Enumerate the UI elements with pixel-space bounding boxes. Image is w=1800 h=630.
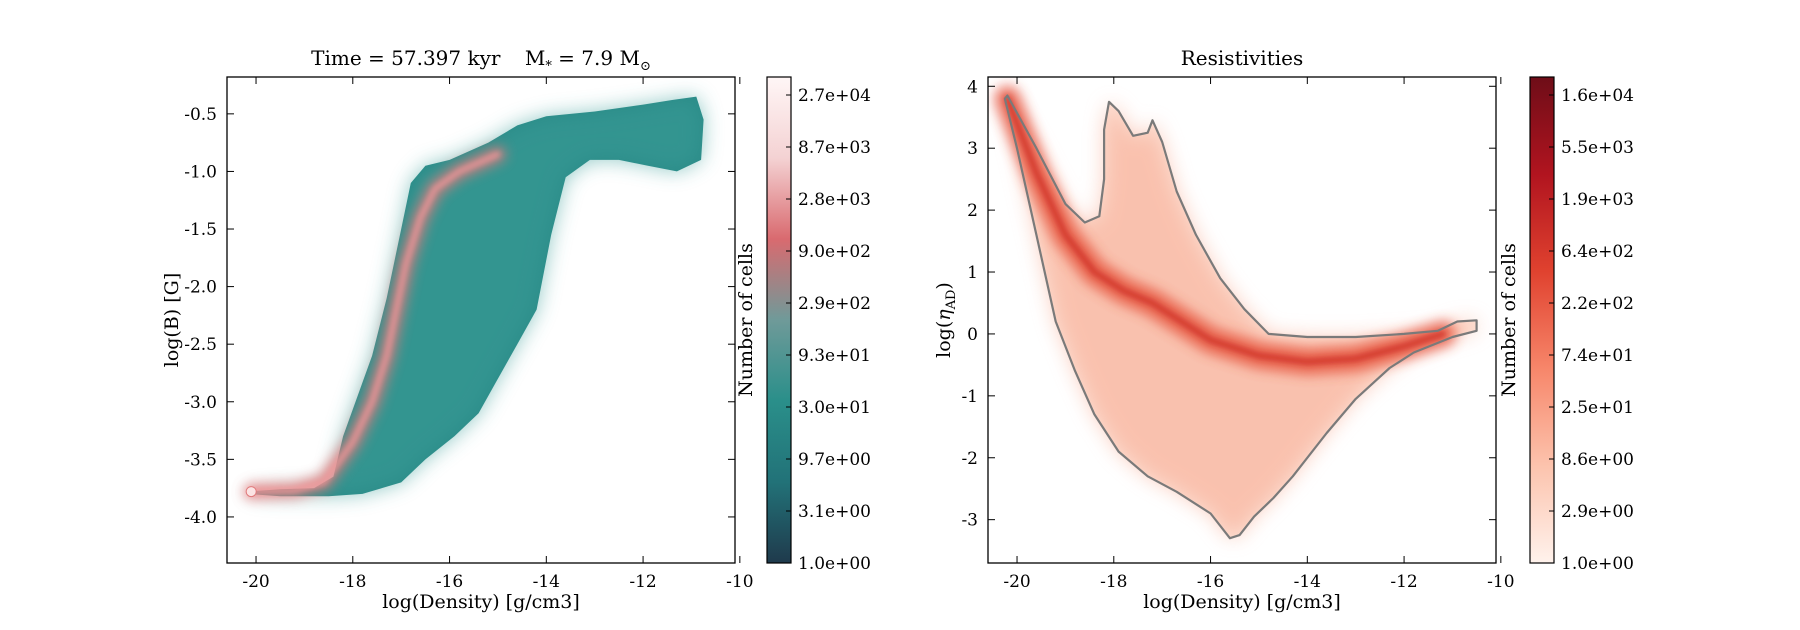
right-ylabel-suffix: ) (933, 282, 955, 289)
right-panel: Resistivities -20 -18 -16 -14 -12 -10-3-2-101… (933, 46, 1634, 613)
left-ylabel: log(B) [G] (161, 273, 183, 368)
colorbar-tick-label: 2.2e+02 (1561, 294, 1634, 314)
right-heatmap (994, 85, 1478, 540)
right-ylabel: log(ηAD) (933, 282, 959, 358)
left-title: Time = 57.397 kyr M* = 7.9 M⊙ (311, 46, 651, 74)
colorbar-tick-label: 1.0e+00 (798, 554, 871, 574)
left-xlabel: log(Density) [g/cm3] (382, 591, 580, 613)
x-tick-label: -12 (1390, 572, 1417, 592)
right-ylabel-prefix: log( (933, 321, 955, 358)
colorbar-tick-label: 8.7e+03 (798, 138, 871, 158)
y-tick-label: -2 (961, 449, 978, 469)
colorbar-tick-label: 3.1e+00 (798, 502, 871, 522)
x-tick-label: -14 (1294, 572, 1321, 592)
colorbar-tick-label: 1.6e+04 (1561, 86, 1634, 106)
colorbar-tick-label: 2.5e+01 (1561, 398, 1634, 418)
y-tick-label: -3 (961, 511, 978, 531)
right-xlabel: log(Density) [g/cm3] (1143, 591, 1341, 613)
colorbar-tick-label: 2.8e+03 (798, 190, 871, 210)
y-tick-label: 1 (967, 263, 978, 283)
left-heatmap (243, 96, 704, 500)
x-tick-label: -10 (726, 572, 753, 592)
colorbar-tick-label: 8.6e+00 (1561, 450, 1634, 470)
x-tick-label: -20 (1003, 572, 1030, 592)
x-tick-label: -10 (1487, 572, 1514, 592)
right-colorbar-ticks: 1.0e+00 2.9e+00 8.6e+00 2.5e+01 7.4e+01 2.2e+… (1549, 86, 1634, 574)
colorbar-tick-label: 6.4e+02 (1561, 242, 1634, 262)
colorbar-tick-label: 2.7e+04 (798, 86, 871, 106)
left-ridge (248, 151, 501, 495)
right-ridge (1004, 95, 1446, 365)
left-title-mass: M (525, 46, 545, 70)
y-tick-label: -0.5 (184, 105, 217, 125)
colorbar-tick-label: 9.7e+00 (798, 450, 871, 470)
colorbar-tick-label: 9.0e+02 (798, 242, 871, 262)
colorbar-tick-label: 2.9e+00 (1561, 502, 1634, 522)
y-tick-label: -3.0 (184, 393, 217, 413)
left-colorbar (766, 76, 792, 564)
colorbar-tick-label: 5.5e+03 (1561, 138, 1634, 158)
right-contour (1003, 94, 1478, 540)
right-colorbar-label: Number of cells (1498, 243, 1520, 397)
colorbar-tick-label: 7.4e+01 (1561, 346, 1634, 366)
x-tick-label: -12 (629, 572, 656, 592)
y-tick-label: -1.0 (184, 162, 217, 182)
y-tick-label: 4 (967, 77, 978, 97)
colorbar-tick-label: 1.9e+03 (1561, 190, 1634, 210)
left-plot-frame (226, 76, 736, 564)
left-panel: Time = 57.397 kyr M* = 7.9 M⊙ -20 -18 -16-… (161, 46, 871, 613)
left-colorbar-label: Number of cells (735, 243, 757, 397)
y-tick-label: -2.5 (184, 335, 217, 355)
x-tick-label: -16 (436, 572, 463, 592)
x-tick-label: -18 (339, 572, 366, 592)
x-tick-label: -14 (533, 572, 560, 592)
x-tick-label: -16 (1197, 572, 1224, 592)
right-ylabel-sub: AD (944, 290, 959, 311)
left-title-mass-val: = 7.9 M (552, 46, 640, 70)
right-ylabel-eta: η (933, 309, 955, 321)
left-density-core (246, 96, 704, 497)
left-title-time: Time = 57.397 kyr (311, 46, 501, 70)
y-tick-label: 0 (967, 325, 978, 345)
colorbar-tick-label: 1.0e+00 (1561, 554, 1634, 574)
colorbar-tick-label: 3.0e+01 (798, 398, 871, 418)
left-title-mass-unit: ⊙ (640, 59, 651, 74)
right-plot-frame (987, 76, 1497, 564)
x-tick-label: -20 (242, 572, 269, 592)
left-axes: -20 -18 -16 -14 -12 -10 -4.0 -3.5 -3.0 -2.5 -2.0 -1… (184, 77, 754, 592)
colorbar-tick-label: 9.3e+01 (798, 346, 871, 366)
left-origin-point (245, 486, 257, 498)
y-tick-label: -1 (961, 387, 978, 407)
y-tick-label: -3.5 (184, 450, 217, 470)
y-tick-label: 2 (967, 201, 978, 221)
left-title-mass-sub: * (545, 59, 552, 74)
y-tick-label: -1.5 (184, 220, 217, 240)
right-density-core (1004, 95, 1477, 539)
right-title: Resistivities (1181, 46, 1303, 70)
y-tick-label: -4.0 (184, 508, 217, 528)
colorbar-tick-label: 2.9e+02 (798, 294, 871, 314)
y-tick-label: 3 (967, 139, 978, 159)
x-tick-label: -18 (1100, 572, 1127, 592)
y-tick-label: -2.0 (184, 278, 217, 298)
left-colorbar-ticks: 1.0e+00 3.1e+00 9.7e+00 3.0e+01 9.3e+01 2.9e+… (786, 86, 871, 574)
right-colorbar (1529, 76, 1555, 564)
